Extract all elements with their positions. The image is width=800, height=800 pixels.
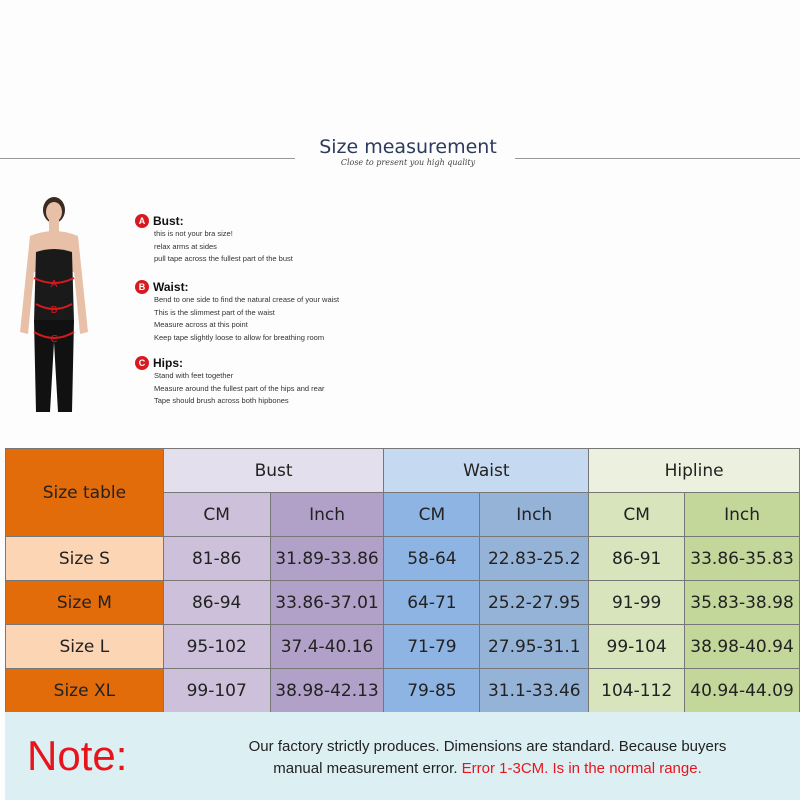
table-row: Size XL 99-107 38.98-42.13 79-85 31.1-33.46 1… xyxy=(5,668,800,713)
note-line-2: manual measurement error. xyxy=(273,760,458,777)
guide-line: Stand with feet together xyxy=(154,371,234,380)
note-label: Note: xyxy=(27,732,128,779)
table-cell: 31.89-33.86 xyxy=(269,536,385,581)
table-cell: 35.83-38.98 xyxy=(684,580,800,625)
unit-header: Inch xyxy=(269,492,385,537)
group-bust: Bust xyxy=(162,448,385,493)
note-text: Our factory strictly produces. Dimension… xyxy=(190,736,785,780)
note-line-1: Our factory strictly produces. Dimension… xyxy=(248,738,727,755)
table-cell: 22.83-25.2 xyxy=(479,536,590,581)
table-cell: 38.98-42.13 xyxy=(269,668,385,713)
unit-header: CM xyxy=(162,492,271,537)
table-cell: 25.2-27.95 xyxy=(479,580,590,625)
unit-header: CM xyxy=(383,492,481,537)
guide-line: Measure around the fullest part of the h… xyxy=(154,383,325,393)
guide-line: Measure across at this point xyxy=(154,320,248,329)
table-cell: 33.86-37.01 xyxy=(269,580,385,625)
table-cell: 104-112 xyxy=(588,668,686,713)
row-size-label: Size S xyxy=(5,536,164,581)
divider-right xyxy=(515,158,800,159)
table-cell: 86-94 xyxy=(162,580,271,625)
guide-line: Tape should brush across both hipbones xyxy=(154,396,289,405)
table-row: Size S 81-86 31.89-33.86 58-64 22.83-25.2 86-… xyxy=(5,536,800,581)
figure-label-b: B xyxy=(51,305,58,316)
table-cell: 91-99 xyxy=(588,580,686,625)
guide-line: Bend to one side to find the natural cre… xyxy=(154,295,340,304)
table-cell: 95-102 xyxy=(162,624,271,669)
guide-line: pull tape across the fullest part of the… xyxy=(154,254,293,263)
size-table-corner: Size table xyxy=(5,448,164,537)
figure-label-c: C xyxy=(51,334,58,345)
table-row: Size M 86-94 33.86-37.01 64-71 25.2-27.95 91-… xyxy=(5,580,800,625)
row-size-label: Size L xyxy=(5,624,164,669)
table-cell: 37.4-40.16 xyxy=(269,624,385,669)
row-size-label: Size M xyxy=(5,580,164,625)
table-cell: 31.1-33.46 xyxy=(479,668,590,713)
table-cell: 27.95-31.1 xyxy=(479,624,590,669)
guide-line: relax arms at sides xyxy=(154,241,217,251)
page-title: Size measurement xyxy=(319,136,497,158)
guide-line: this is not your bra size! xyxy=(154,229,233,238)
divider-left xyxy=(0,158,295,159)
unit-header: Inch xyxy=(684,492,800,537)
guide-line: This is the slimmest part of the waist xyxy=(154,307,275,317)
table-cell: 81-86 xyxy=(162,536,271,581)
table-cell: 99-107 xyxy=(162,668,271,713)
table-cell: 99-104 xyxy=(588,624,686,669)
table-cell: 64-71 xyxy=(383,580,481,625)
size-table: Size table Bust Waist Hipline CM Inch CM… xyxy=(5,448,800,713)
group-waist: Waist xyxy=(383,448,590,493)
unit-header: CM xyxy=(588,492,686,537)
badge-a-icon: A xyxy=(135,214,149,228)
guide-bust: A Bust: this is not your bra size! relax … xyxy=(135,214,293,266)
group-hipline: Hipline xyxy=(588,448,800,493)
page-subtitle: Close to present you high quality xyxy=(340,158,476,167)
table-cell: 38.98-40.94 xyxy=(684,624,800,669)
note-error: Error 1-3CM. Is in the normal range. xyxy=(461,760,702,777)
table-cell: 79-85 xyxy=(383,668,481,713)
note-box: Note: Our factory strictly produces. Dim… xyxy=(5,712,800,800)
table-cell: 86-91 xyxy=(588,536,686,581)
row-size-label: Size XL xyxy=(5,668,164,713)
table-row: Size L 95-102 37.4-40.16 71-79 27.95-31.1 99-… xyxy=(5,624,800,669)
table-cell: 58-64 xyxy=(383,536,481,581)
guide-title: Waist: xyxy=(153,280,189,294)
table-cell: 71-79 xyxy=(383,624,481,669)
table-cell: 40.94-44.09 xyxy=(684,668,800,713)
figure-label-a: A xyxy=(51,279,58,290)
unit-header: Inch xyxy=(479,492,590,537)
model-figure: A B C xyxy=(20,197,88,412)
guide-hips: C Hips: Stand with feet together Measure … xyxy=(135,356,325,408)
guide-line: Keep tape slightly loose to allow for br… xyxy=(154,332,325,342)
badge-b-icon: B xyxy=(135,280,149,294)
badge-c-icon: C xyxy=(135,356,149,370)
guide-title: Bust: xyxy=(153,214,184,228)
guide-waist: B Waist: Bend to one side to find the nat… xyxy=(135,280,339,344)
table-cell: 33.86-35.83 xyxy=(684,536,800,581)
guide-title: Hips: xyxy=(153,356,183,370)
